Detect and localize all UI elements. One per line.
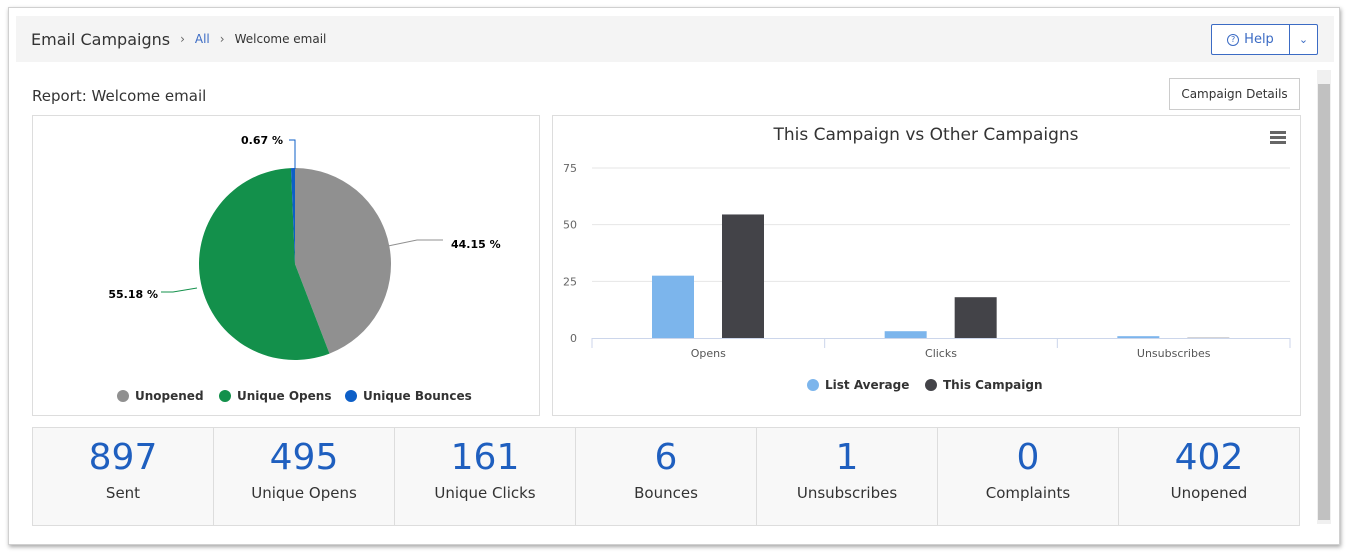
scrollbar[interactable] <box>1317 70 1331 524</box>
bar-list-average-unsubscribes <box>1117 336 1160 338</box>
stat-unsubscribes: 1 Unsubscribes <box>756 427 937 526</box>
scrollbar-thumb[interactable] <box>1318 84 1330 520</box>
pie-chart-panel: 44.15 % 55.18 % 0.67 % Unopened Unique Opens… <box>32 115 540 416</box>
stat-value: 897 <box>88 437 158 478</box>
menu-icon <box>1270 131 1286 134</box>
legend-label: This Campaign <box>943 378 1043 392</box>
stat-unopened: 402 Unopened <box>1118 427 1300 526</box>
pie-slice-unique-opens <box>199 168 330 360</box>
stat-value: 402 <box>1174 437 1244 478</box>
campaign-details-button[interactable]: Campaign Details <box>1169 78 1300 110</box>
page-title: Email Campaigns <box>31 29 171 49</box>
stat-label: Unsubscribes <box>796 484 898 502</box>
x-tick-label: Opens <box>691 347 726 360</box>
chart-title: This Campaign vs Other Campaigns <box>772 125 1078 145</box>
chevron-right-icon: › <box>180 32 185 46</box>
chevron-right-icon: › <box>219 32 225 46</box>
pie-connector <box>161 287 198 293</box>
help-button-group: ? Help ⌄ <box>1211 24 1318 55</box>
bar-chart-panel: This Campaign vs Other Campaigns 0 25 50 75 O… <box>552 115 1301 416</box>
stat-label: Complaints <box>985 484 1071 502</box>
pie-data-label: 44.15 % <box>451 238 501 251</box>
stats-row: 897 Sent 495 Unique Opens 161 Unique Clicks 6 B… <box>32 427 1300 526</box>
pie-connector <box>289 139 296 169</box>
stat-bounces: 6 Bounces <box>575 427 756 526</box>
breadcrumb-all[interactable]: All <box>194 32 210 46</box>
report-title: Report: Welcome email <box>32 87 207 105</box>
bar-list-average-opens <box>652 275 694 338</box>
help-dropdown-chevron-icon[interactable]: ⌄ <box>1298 33 1309 46</box>
bar-chart: This Campaign vs Other Campaigns 0 25 50 75 O… <box>563 125 1291 392</box>
x-tick-label: Unsubscribes <box>1137 347 1211 360</box>
stat-value: 1 <box>835 437 859 478</box>
legend-label: Unique Opens <box>237 389 331 403</box>
pie-connector <box>387 239 443 247</box>
pie-data-label: 55.18 % <box>108 288 158 301</box>
legend-label: Unique Bounces <box>363 389 472 403</box>
x-tick-label: Clicks <box>925 347 957 360</box>
pie-slice-unopened <box>295 168 391 354</box>
stat-label: Bounces <box>634 484 698 502</box>
stat-label: Unique Clicks <box>434 484 536 502</box>
legend-marker <box>345 390 357 402</box>
stat-unique-opens: 495 Unique Opens <box>213 427 394 526</box>
stat-value: 6 <box>654 437 678 478</box>
menu-icon <box>1270 136 1286 139</box>
bar-list-average-clicks <box>884 331 927 338</box>
stat-label: Unopened <box>1170 484 1248 502</box>
legend-label: Unopened <box>135 389 204 403</box>
breadcrumb-current: Welcome email <box>234 32 327 46</box>
legend-label: List Average <box>825 378 909 392</box>
stat-label: Unique Opens <box>251 484 357 502</box>
stat-sent: 897 Sent <box>32 427 213 526</box>
y-tick-label: 0 <box>570 332 577 345</box>
stat-value: 161 <box>450 437 520 478</box>
stat-value: 495 <box>269 437 339 478</box>
legend-marker <box>117 390 129 402</box>
question-circle-icon: ? <box>1227 33 1240 46</box>
report-window: Email Campaigns › All › Welcome email ? H… <box>8 7 1340 545</box>
stat-value: 0 <box>1016 437 1040 478</box>
bar-this-campaign-clicks <box>954 297 997 338</box>
y-tick-label: 25 <box>563 275 577 288</box>
help-button[interactable]: ? Help <box>1212 25 1290 54</box>
pie-chart: 44.15 % 55.18 % 0.67 % Unopened Unique Opens… <box>108 134 501 403</box>
pie-slice-unique-bounces <box>290 168 295 264</box>
y-tick-label: 75 <box>563 162 577 175</box>
stat-complaints: 0 Complaints <box>937 427 1118 526</box>
pie-data-label: 0.67 % <box>241 134 283 147</box>
help-label: Help <box>1244 32 1274 47</box>
header-bar: Email Campaigns › All › Welcome email <box>16 16 1334 62</box>
legend-marker <box>925 379 937 391</box>
stat-unique-clicks: 161 Unique Clicks <box>394 427 575 526</box>
menu-icon <box>1270 141 1286 144</box>
legend-marker <box>219 390 231 402</box>
legend-marker <box>807 379 819 391</box>
stat-label: Sent <box>105 484 141 502</box>
bar-this-campaign-opens <box>722 214 764 338</box>
y-tick-label: 50 <box>563 219 577 232</box>
